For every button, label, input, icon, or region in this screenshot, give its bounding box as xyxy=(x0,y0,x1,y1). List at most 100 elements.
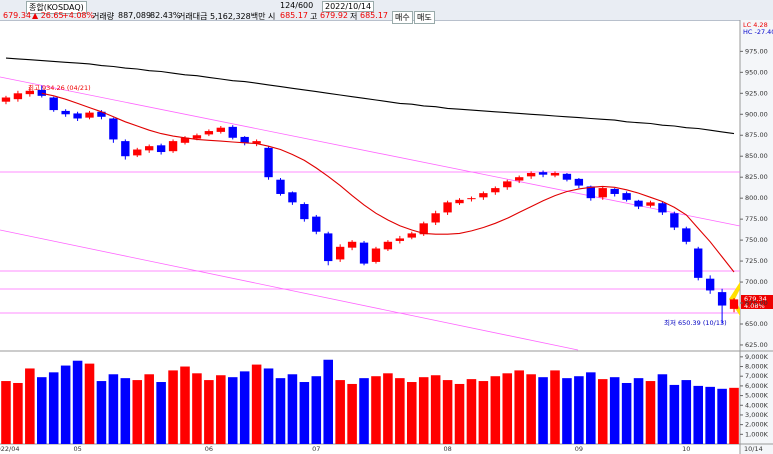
candle-body xyxy=(371,248,381,262)
candle-body xyxy=(526,172,536,177)
candle-body xyxy=(156,145,166,153)
volume-bar xyxy=(681,380,692,444)
open: 685.17 xyxy=(280,11,308,20)
volume-bar xyxy=(275,378,286,444)
candle-body xyxy=(383,241,393,250)
candle-body xyxy=(455,199,464,204)
count: 124/600 xyxy=(280,1,314,10)
rate: +4.08% xyxy=(62,11,95,20)
volume-bar xyxy=(108,374,119,444)
last-price-box xyxy=(741,295,773,309)
volume-bar xyxy=(25,368,35,444)
date[interactable]: 2022/10/14 xyxy=(322,1,375,12)
volume-tick-label: 8,000K xyxy=(745,363,769,371)
volume-bar xyxy=(609,377,620,444)
candle-body xyxy=(1,97,11,102)
candle-body xyxy=(324,233,333,262)
volume-bar xyxy=(418,377,429,444)
candle-body xyxy=(646,202,655,206)
volume-bar xyxy=(359,378,369,444)
trend-line xyxy=(0,76,741,227)
candle-body xyxy=(670,213,679,228)
candle-body xyxy=(61,110,70,115)
volume-bar xyxy=(287,374,298,444)
volume-bar xyxy=(645,381,656,444)
y-tick-label: 825.00 xyxy=(745,173,768,181)
candle-body xyxy=(550,172,560,176)
y-tick-label: 625.00 xyxy=(745,341,768,349)
volume-tick-label: 4,000K xyxy=(745,401,769,409)
trend-lines xyxy=(0,76,741,351)
volume-bar xyxy=(156,382,166,444)
volume-bar xyxy=(60,365,71,444)
volume-bar xyxy=(562,378,572,444)
candle-body xyxy=(133,149,142,156)
candle-body xyxy=(419,223,428,235)
candle-body xyxy=(252,141,261,144)
candle-body xyxy=(622,193,631,200)
hc-label: HC -27.40 xyxy=(743,28,773,36)
volume-bar xyxy=(383,373,393,444)
high-label: 고 xyxy=(310,12,318,21)
volume-bar xyxy=(132,380,143,444)
candle-body xyxy=(682,228,691,242)
volume-bar xyxy=(192,373,202,444)
volume-bar xyxy=(48,372,59,444)
x-tick-label: 06 xyxy=(205,445,213,453)
x-tick-label: 2022/04 xyxy=(0,445,19,453)
candle-body xyxy=(49,97,58,111)
candle-body xyxy=(574,178,584,186)
candle-body xyxy=(407,233,416,238)
volume-bar xyxy=(96,381,107,444)
volume-bar xyxy=(144,374,154,444)
y-tick-label: 850.00 xyxy=(745,152,768,160)
volume-bar xyxy=(407,382,417,444)
volume-bar xyxy=(1,381,11,444)
volume-bar xyxy=(13,382,23,444)
candle-body xyxy=(610,188,619,194)
price: 679.34 xyxy=(3,11,31,20)
low: 685.17 xyxy=(360,11,388,20)
candle-body xyxy=(37,89,46,96)
candle-body xyxy=(180,137,190,143)
volume-tick-label: 2,000K xyxy=(745,421,769,429)
y-tick-label: 750.00 xyxy=(745,236,768,244)
candle-body xyxy=(168,141,178,152)
candle-body xyxy=(109,118,118,140)
volume-bar xyxy=(227,377,238,444)
volume-bar xyxy=(669,384,680,444)
candle-body xyxy=(562,173,572,180)
volume-bar xyxy=(239,371,250,444)
y-tick-label: 675.00 xyxy=(745,299,768,307)
volume-bar xyxy=(335,380,345,444)
volume-bar xyxy=(251,364,262,444)
volume-tick-label: 9,000K xyxy=(745,353,769,361)
x-tick-label: 10/14 xyxy=(744,445,763,453)
volume: 887,089 xyxy=(118,11,152,20)
candle-body xyxy=(586,186,595,199)
market[interactable]: 종합(KOSDAQ) xyxy=(26,1,87,14)
x-tick-label: 05 xyxy=(73,445,81,453)
volume-bar xyxy=(72,360,83,444)
buy-button[interactable]: 매수 xyxy=(392,11,413,24)
volume-bar xyxy=(430,375,441,444)
volume-bar xyxy=(395,378,405,444)
volume-bar xyxy=(729,387,739,444)
moving-average xyxy=(5,57,735,135)
candle-body xyxy=(145,146,154,151)
volume-bar xyxy=(204,380,214,444)
candle-body xyxy=(347,241,357,248)
volume-label: 거래량 xyxy=(92,12,115,21)
sell-button[interactable]: 매도 xyxy=(414,11,435,24)
volume-bar xyxy=(502,373,513,444)
candle-body xyxy=(192,135,202,139)
volume-bar xyxy=(347,383,357,444)
y-tick-label: 875.00 xyxy=(745,131,768,139)
candle-body xyxy=(25,90,35,95)
candle-body xyxy=(288,192,297,203)
volume-bar xyxy=(597,379,608,444)
y-tick-label: 800.00 xyxy=(745,194,768,202)
candle-body xyxy=(228,126,237,138)
volume-bar xyxy=(37,377,47,444)
y-tick-label: 700.00 xyxy=(745,278,768,286)
